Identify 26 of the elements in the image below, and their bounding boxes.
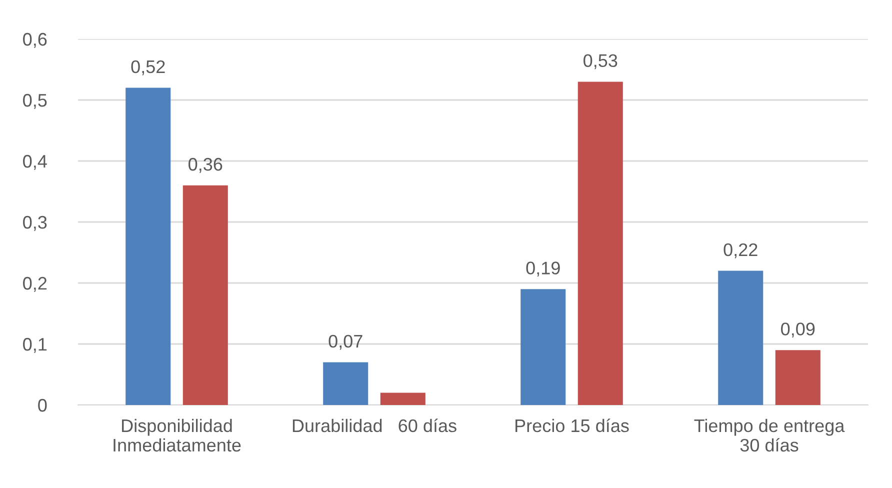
x-tick-label: Disponibilidad Inmediatamente [114,418,241,452]
y-tick-label: 0,6 [23,32,47,48]
y-tick-label: 0,5 [23,94,47,109]
y-tick-label: 0,1 [23,338,47,353]
y-tick-label: 0 [38,398,47,412]
bar [323,362,368,405]
y-tick-label: 0,3 [23,216,47,231]
data-label: 0,19 [526,262,560,277]
bar [182,185,228,405]
bar [718,270,764,405]
x-tick-label: Tiempo de entrega 30 días [694,418,845,452]
bar [126,88,171,405]
y-tick-label: 0,2 [23,276,47,292]
bar [775,350,820,405]
data-label: 0,09 [781,322,815,338]
y-tick-label: 0,4 [23,154,47,170]
bar [380,392,426,405]
data-label: 0,22 [724,243,758,258]
data-label: 0,36 [188,158,222,173]
data-label: 0,52 [131,60,165,76]
x-tick-label: Durabilidad 60 días [292,418,456,432]
data-label: 0,07 [328,334,362,350]
bar [578,82,623,405]
bar [520,289,566,405]
x-tick-label: Precio 15 días [516,418,629,432]
data-label: 0,53 [584,54,618,70]
